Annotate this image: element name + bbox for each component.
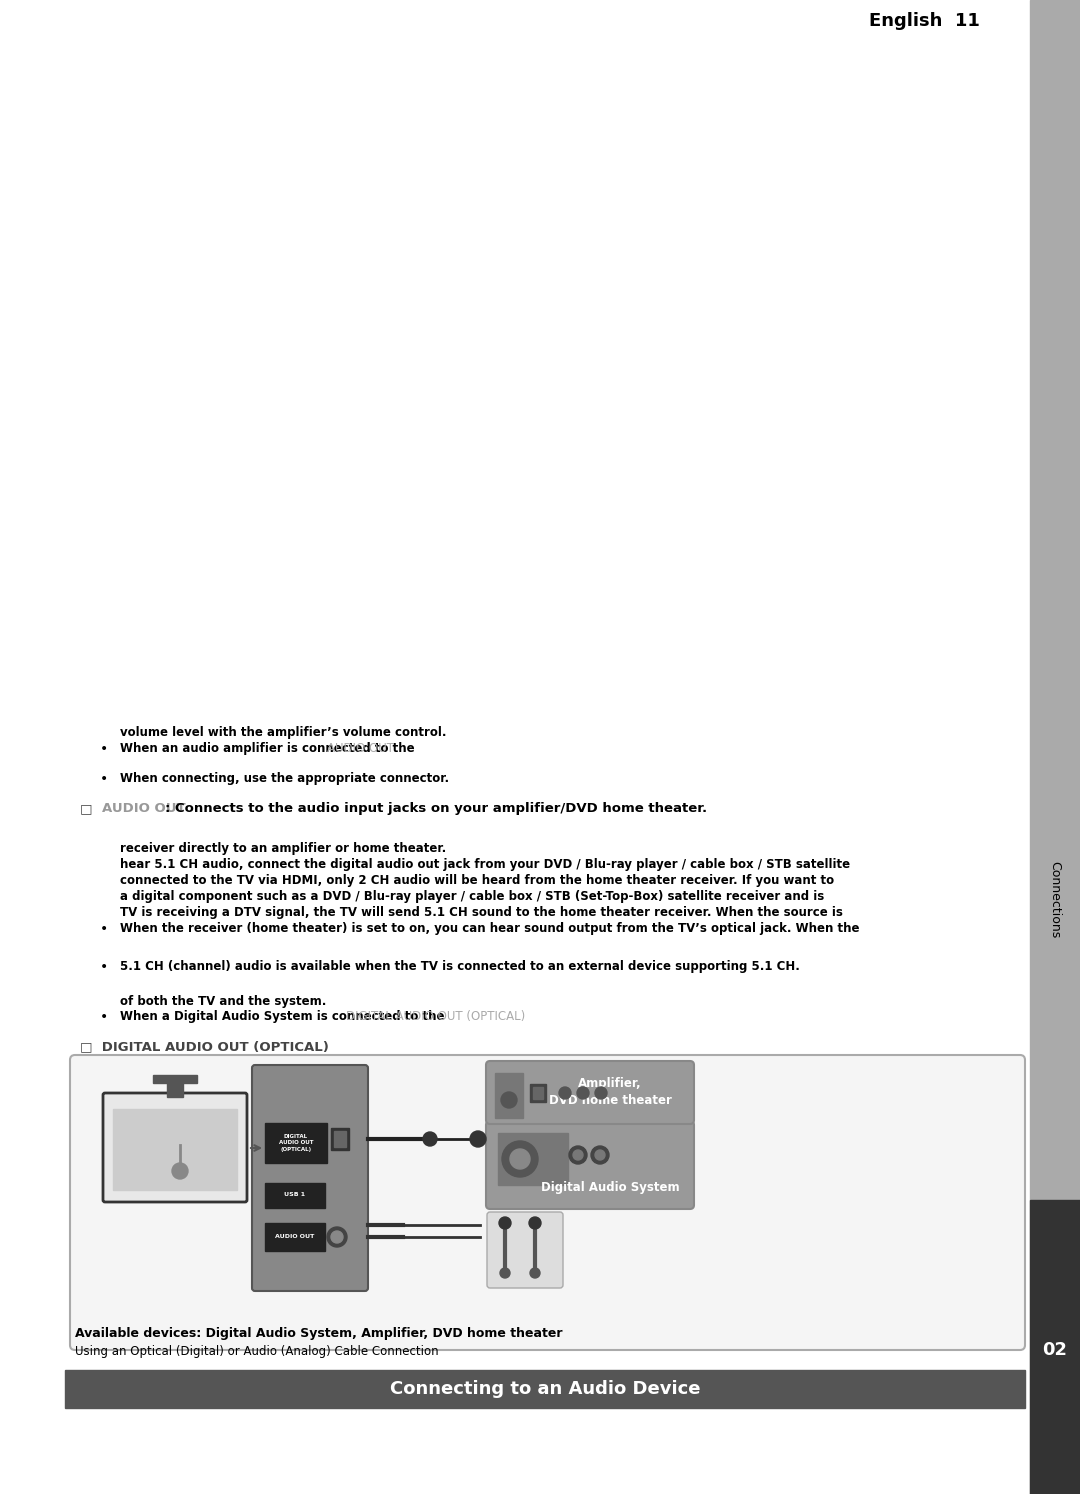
Circle shape: [499, 1218, 511, 1230]
Text: USB 1: USB 1: [284, 1192, 306, 1198]
Text: •: •: [100, 1010, 108, 1023]
Text: •: •: [100, 961, 108, 974]
Text: : Connects to the audio input jacks on your amplifier/DVD home theater.: : Connects to the audio input jacks on y…: [165, 802, 707, 816]
Text: AUDIO OUT: AUDIO OUT: [275, 1234, 314, 1240]
Bar: [65, 1370, 1025, 1407]
Bar: [1030, 0, 1080, 1494]
Text: •: •: [100, 922, 108, 937]
Circle shape: [510, 1149, 530, 1168]
Text: □: □: [80, 802, 102, 816]
Circle shape: [530, 1268, 540, 1277]
Text: Digital Audio System: Digital Audio System: [541, 1180, 679, 1194]
Text: TV is receiving a DTV signal, the TV will send 5.1 CH sound to the home theater : TV is receiving a DTV signal, the TV wil…: [120, 905, 842, 919]
FancyBboxPatch shape: [252, 1065, 368, 1291]
Text: of both the TV and the system.: of both the TV and the system.: [120, 995, 326, 1008]
Bar: [498, 1132, 568, 1185]
Circle shape: [502, 1141, 538, 1177]
Circle shape: [470, 1131, 486, 1147]
Text: •: •: [100, 772, 108, 786]
Text: When connecting, use the appropriate connector.: When connecting, use the appropriate con…: [120, 772, 449, 784]
Bar: [265, 1123, 327, 1162]
Text: Connections: Connections: [1049, 862, 1062, 938]
Text: English  11: English 11: [869, 12, 980, 30]
FancyBboxPatch shape: [487, 1212, 563, 1288]
Text: Available devices: Digital Audio System, Amplifier, DVD home theater: Available devices: Digital Audio System,…: [75, 1328, 563, 1340]
Text: AUDIO OUT: AUDIO OUT: [102, 802, 186, 816]
Text: DIGITAL AUDIO OUT (OPTICAL): DIGITAL AUDIO OUT (OPTICAL): [346, 1010, 525, 1023]
FancyBboxPatch shape: [486, 1120, 694, 1209]
Bar: [265, 1224, 325, 1250]
Bar: [1030, 1200, 1080, 1494]
Circle shape: [423, 1132, 437, 1146]
Bar: [530, 1085, 546, 1103]
Bar: [153, 1076, 197, 1083]
Circle shape: [595, 1150, 605, 1159]
Circle shape: [172, 1162, 188, 1179]
Bar: [265, 1183, 325, 1209]
Circle shape: [595, 1088, 607, 1100]
Circle shape: [591, 1146, 609, 1164]
Bar: [330, 1128, 349, 1150]
Text: AUDIO OUT: AUDIO OUT: [327, 743, 394, 754]
Text: When an audio amplifier is connected to the: When an audio amplifier is connected to …: [120, 743, 419, 754]
Circle shape: [500, 1268, 510, 1277]
Text: □  DIGITAL AUDIO OUT (OPTICAL): □ DIGITAL AUDIO OUT (OPTICAL): [80, 1040, 329, 1053]
Circle shape: [501, 1092, 517, 1109]
Text: 02: 02: [1042, 1342, 1067, 1360]
Text: When a Digital Audio System is connected to the: When a Digital Audio System is connected…: [120, 1010, 448, 1023]
Text: Using an Optical (Digital) or Audio (Analog) Cable Connection: Using an Optical (Digital) or Audio (Ana…: [75, 1346, 438, 1358]
Text: Connecting to an Audio Device: Connecting to an Audio Device: [390, 1380, 700, 1398]
Circle shape: [573, 1150, 583, 1159]
Text: receiver directly to an amplifier or home theater.: receiver directly to an amplifier or hom…: [120, 843, 446, 855]
Text: volume level with the amplifier’s volume control.: volume level with the amplifier’s volume…: [120, 726, 446, 740]
Bar: [113, 1109, 237, 1191]
Bar: [334, 1131, 346, 1147]
Circle shape: [529, 1218, 541, 1230]
Bar: [167, 1082, 183, 1097]
FancyBboxPatch shape: [70, 1055, 1025, 1351]
Text: connected to the TV via HDMI, only 2 CH audio will be heard from the home theate: connected to the TV via HDMI, only 2 CH …: [120, 874, 834, 887]
Text: a digital component such as a DVD / Blu-ray player / cable box / STB (Set-Top-Bo: a digital component such as a DVD / Blu-…: [120, 890, 824, 902]
Circle shape: [569, 1146, 588, 1164]
Text: 5.1 CH (channel) audio is available when the TV is connected to an external devi: 5.1 CH (channel) audio is available when…: [120, 961, 800, 973]
Circle shape: [327, 1227, 347, 1247]
Circle shape: [330, 1231, 343, 1243]
Text: DIGITAL
AUDIO OUT
(OPTICAL): DIGITAL AUDIO OUT (OPTICAL): [279, 1134, 313, 1152]
Circle shape: [559, 1088, 571, 1100]
FancyBboxPatch shape: [103, 1094, 247, 1203]
Bar: [534, 1088, 543, 1100]
Text: hear 5.1 CH audio, connect the digital audio out jack from your DVD / Blu-ray pl: hear 5.1 CH audio, connect the digital a…: [120, 858, 850, 871]
Circle shape: [577, 1088, 589, 1100]
Text: When the receiver (home theater) is set to on, you can hear sound output from th: When the receiver (home theater) is set …: [120, 922, 860, 935]
Bar: [495, 1073, 523, 1118]
FancyBboxPatch shape: [486, 1061, 694, 1123]
Text: Amplifier,
DVD home theater: Amplifier, DVD home theater: [549, 1077, 672, 1107]
Text: •: •: [100, 743, 108, 756]
